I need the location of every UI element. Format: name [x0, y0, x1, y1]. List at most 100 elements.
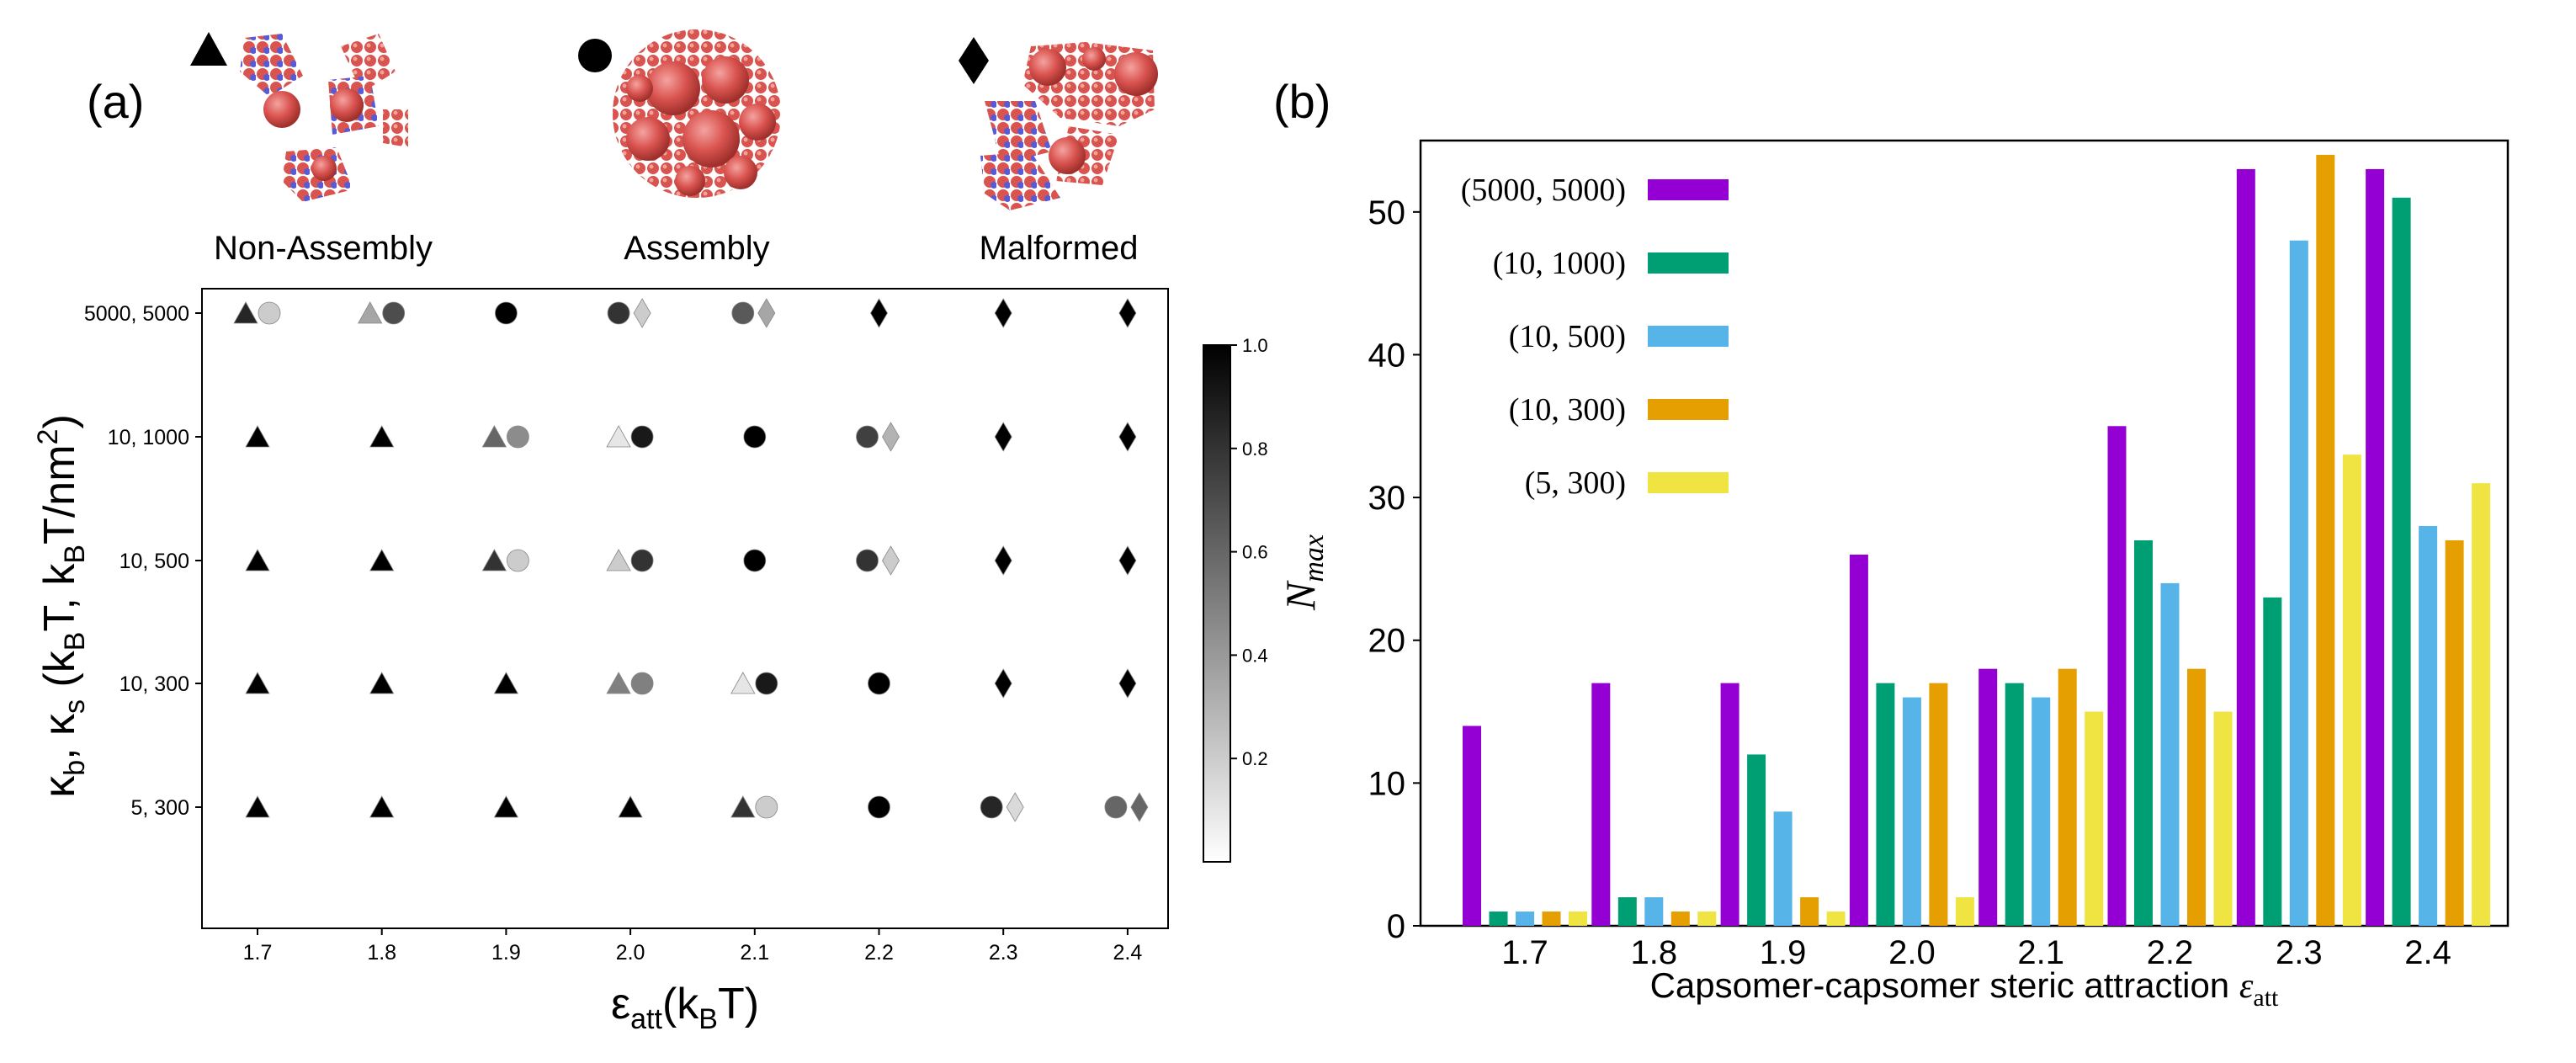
circle-marker [630, 549, 654, 572]
bar [1617, 897, 1637, 926]
panel-a-x-tick-label: 2.3 [989, 941, 1018, 965]
bar [2085, 711, 2104, 926]
diamond-marker [882, 422, 900, 452]
legend-swatch [1648, 252, 1729, 274]
bar [1463, 725, 1481, 926]
circle-marker [868, 672, 890, 695]
bar [1849, 554, 1868, 926]
diamond-marker [633, 298, 651, 328]
panel-a-y-tick-group: 5000, 5000 10, 1000 10, 500 10, 300 5, 300 [84, 302, 202, 820]
bar [2289, 240, 2308, 926]
legend-label-non-assembly: Non-Assembly [214, 230, 433, 267]
panel-b-label: (b) [1273, 75, 1330, 128]
triangle-marker [606, 672, 631, 694]
bar [2187, 668, 2206, 926]
panel-a-x-tick-label: 1.8 [367, 941, 396, 965]
legend-swatch [1648, 326, 1729, 347]
diamond-marker [994, 668, 1012, 699]
diamond-marker [994, 422, 1012, 452]
panel-a-marker-group [233, 298, 1149, 822]
triangle-marker [606, 549, 631, 571]
legend-entry-label: (10, 300) [1509, 392, 1626, 428]
panel-b-y-axis-label: Nmax [1277, 534, 1330, 611]
bar [2263, 597, 2282, 926]
triangle-marker [618, 795, 643, 818]
panel-a-y-tick-label: 5, 300 [130, 796, 189, 820]
diamond-marker [994, 545, 1012, 576]
panel-b-x-tick-label: 1.8 [1630, 934, 1677, 971]
diamond-marker [870, 298, 888, 328]
bar [2316, 154, 2335, 927]
panel-b-y-tick-label: 10 [1368, 765, 1406, 802]
bar [1747, 754, 1766, 926]
panel-a-y-tick-label: 10, 1000 [108, 426, 189, 449]
panel-b-x-tick-label: 2.1 [2017, 934, 2064, 971]
bar [1929, 683, 1948, 926]
malformed-render [980, 42, 1158, 210]
triangle-marker [369, 672, 395, 694]
bar [1489, 912, 1508, 926]
panel-a-x-tick-label: 1.9 [491, 941, 521, 965]
triangle-marker [493, 672, 519, 694]
triangle-marker [730, 795, 756, 818]
legend-entry-label: (5000, 5000) [1461, 173, 1626, 208]
bar [2107, 426, 2127, 927]
panel-b-y-tick-group: 0 10 20 30 40 50 [1368, 194, 1421, 945]
circle-marker [1104, 795, 1128, 819]
bar [1876, 683, 1895, 926]
triangle-marker [369, 425, 395, 448]
circle-marker [755, 795, 778, 819]
diamond-marker [1006, 792, 1024, 822]
bar [1644, 897, 1664, 926]
triangle-marker [245, 425, 270, 448]
bar [1902, 697, 1921, 926]
legend-circle-marker [578, 39, 612, 72]
bar [2419, 526, 2438, 926]
diamond-marker [1118, 298, 1137, 328]
panel-a-y-axis-label: κb, κs (kBT, kBT/nm2) [32, 414, 91, 798]
triangle-marker [493, 795, 519, 818]
bar [1591, 683, 1611, 926]
bar [2472, 483, 2491, 926]
bar [2134, 539, 2153, 926]
bar [2058, 668, 2077, 926]
panel-a-x-tick-label: 2.2 [864, 941, 894, 965]
panel-b-x-axis-label: Capsomer-capsomer steric attraction εatt [1650, 965, 2279, 1012]
circle-marker [495, 301, 518, 325]
panel-b-legend: (5000, 5000) (10, 1000) (10, 500) (10, 300)… [1461, 173, 1729, 501]
bar [1978, 668, 1998, 926]
legend-triangle-marker [190, 32, 227, 66]
legend-diamond-marker [959, 37, 989, 84]
colorbar-tick-label: 0.4 [1242, 645, 1268, 666]
circle-marker [868, 795, 890, 819]
triangle-marker [481, 549, 507, 571]
legend-swatch [1648, 472, 1729, 493]
panel-b-y-tick-label: 20 [1368, 623, 1406, 660]
panel-a-y-tick-label: 10, 300 [120, 672, 189, 696]
triangle-marker [233, 301, 258, 324]
assembly-render [613, 29, 781, 198]
circle-marker [507, 549, 529, 572]
bar [1800, 897, 1819, 926]
bar [2032, 697, 2051, 926]
bar [1516, 912, 1534, 926]
circle-marker [743, 549, 767, 572]
bar [2160, 582, 2180, 926]
legend-entry-label: (10, 1000) [1493, 246, 1626, 281]
bar [1955, 897, 1974, 926]
panel-a-label: (a) [87, 75, 144, 128]
triangle-marker [730, 672, 756, 694]
panel-b-y-tick-label: 40 [1368, 337, 1406, 374]
panel-a-y-tick-label: 10, 500 [120, 550, 189, 573]
triangle-marker [369, 549, 395, 571]
legend-label-malformed: Malformed [980, 230, 1139, 267]
legend-entry-label: (5, 300) [1525, 465, 1626, 501]
bar [2445, 539, 2464, 926]
panel-b-y-tick-label: 0 [1387, 908, 1405, 945]
triangle-marker [606, 425, 631, 448]
panel-b-y-tick-label: 30 [1368, 480, 1406, 517]
colorbar-tick-label: 0.6 [1242, 542, 1268, 563]
legend-swatch [1648, 399, 1729, 420]
colorbar [1203, 344, 1231, 863]
bar [2392, 197, 2411, 926]
